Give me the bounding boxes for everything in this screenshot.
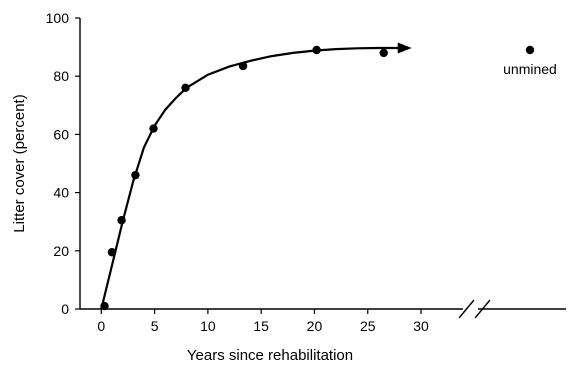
axis-break-mark bbox=[458, 299, 475, 319]
data-point bbox=[181, 83, 190, 93]
x-tick-label: 15 bbox=[253, 318, 269, 334]
fitted-curve-layer bbox=[100, 42, 412, 310]
unmined-label: unmined bbox=[503, 61, 557, 77]
y-tick-label: 80 bbox=[53, 68, 69, 84]
data-points bbox=[100, 45, 388, 311]
y-axis-title: Litter cover (percent) bbox=[11, 94, 28, 232]
x-tick-label: 30 bbox=[413, 318, 429, 334]
unmined-point bbox=[525, 45, 535, 55]
x-tick-label: 10 bbox=[200, 318, 216, 334]
y-tick-label: 60 bbox=[53, 126, 69, 142]
y-tick-label: 40 bbox=[53, 185, 69, 201]
y-tick-label: 20 bbox=[53, 243, 69, 259]
unmined-reference: unmined bbox=[503, 45, 557, 77]
fitted-curve bbox=[100, 46, 400, 310]
x-tick-label: 0 bbox=[97, 318, 105, 334]
curve-arrowhead bbox=[397, 42, 412, 54]
axes bbox=[79, 18, 566, 319]
y-tick-label: 100 bbox=[46, 10, 70, 26]
x-tick-label: 25 bbox=[360, 318, 376, 334]
data-point bbox=[131, 170, 140, 180]
data-point bbox=[100, 301, 109, 311]
data-point bbox=[379, 48, 388, 58]
data-point bbox=[107, 248, 117, 257]
x-tick-label: 20 bbox=[307, 318, 323, 334]
data-point bbox=[238, 61, 248, 71]
data-point bbox=[117, 216, 126, 225]
data-point bbox=[149, 124, 158, 133]
axis-break-mark bbox=[474, 299, 491, 319]
x-axis-title: Years since rehabilitation bbox=[187, 347, 353, 364]
data-point bbox=[312, 45, 321, 55]
x-ticks: 0 5 10 15 20 25 30 bbox=[97, 309, 429, 334]
y-ticks: 0 20 40 60 80 100 bbox=[46, 10, 80, 317]
y-tick-label: 0 bbox=[61, 301, 69, 317]
x-tick-label: 5 bbox=[151, 318, 159, 334]
